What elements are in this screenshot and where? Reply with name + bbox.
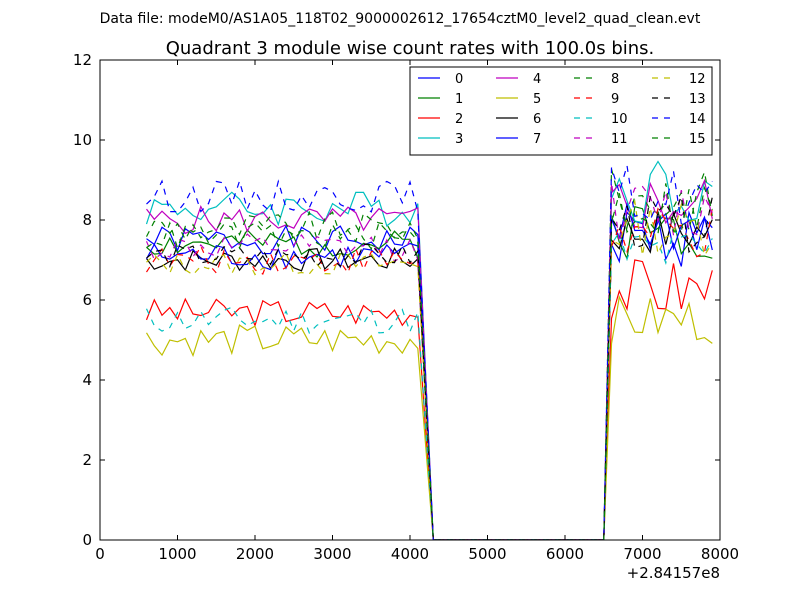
chart-suptitle: Data file: modeM0/AS1A05_118T02_90000026…: [100, 11, 701, 27]
legend-label-14: 14: [689, 112, 706, 127]
series-line-11: [145, 182, 713, 540]
series-line-7: [145, 201, 713, 540]
legend-label-8: 8: [611, 72, 619, 87]
series-line-8: [145, 168, 713, 540]
legend-label-13: 13: [689, 92, 706, 107]
legend-box: [409, 66, 713, 156]
series-line-9: [145, 207, 713, 540]
y-tick-label: 6: [82, 291, 92, 309]
series-line-10: [145, 229, 713, 540]
x-tick-label: 7000: [623, 545, 661, 563]
legend-label-9: 9: [611, 92, 619, 107]
series-line-13: [146, 194, 713, 540]
legend-label-12: 12: [689, 72, 706, 87]
series-line-14: [146, 165, 713, 540]
x-tick-label: 4000: [391, 545, 429, 563]
x-tick-label: 3000: [313, 545, 351, 563]
legend-label-2: 2: [455, 112, 463, 127]
x-tick-label: 6000: [546, 545, 584, 563]
x-tick-label: 8000: [701, 545, 739, 563]
x-tick-label: 0: [95, 545, 105, 563]
series-layer: [145, 160, 713, 540]
chart-title: Quadrant 3 module wise count rates with …: [166, 38, 655, 59]
y-tick-label: 10: [73, 131, 92, 149]
x-offset-label: +2.84157e8: [627, 564, 720, 582]
legend-label-6: 6: [533, 112, 541, 127]
legend-label-15: 15: [689, 132, 706, 147]
legend-label-1: 1: [455, 92, 463, 107]
x-tick-label: 2000: [236, 545, 274, 563]
legend-label-0: 0: [455, 72, 463, 87]
series-line-2: [145, 259, 713, 540]
legend-label-4: 4: [533, 72, 541, 87]
legend-label-7: 7: [533, 132, 541, 147]
legend-label-3: 3: [455, 132, 463, 147]
x-tick-label: 1000: [158, 545, 196, 563]
legend-label-5: 5: [533, 92, 541, 107]
series-line-5: [145, 294, 713, 540]
y-tick-label: 4: [82, 371, 92, 389]
legend-label-11: 11: [611, 132, 628, 147]
y-tick-label: 12: [73, 51, 92, 69]
y-tick-label: 8: [82, 211, 92, 229]
y-tick-label: 0: [82, 531, 92, 549]
series-line-4: [146, 178, 713, 540]
x-tick-label: 5000: [468, 545, 506, 563]
y-tick-label: 2: [82, 451, 92, 469]
ticks-layer: 0 1000 2000 3000 4000 5000 6000 7000 80000246810…: [73, 51, 739, 563]
legend-label-10: 10: [611, 112, 628, 127]
